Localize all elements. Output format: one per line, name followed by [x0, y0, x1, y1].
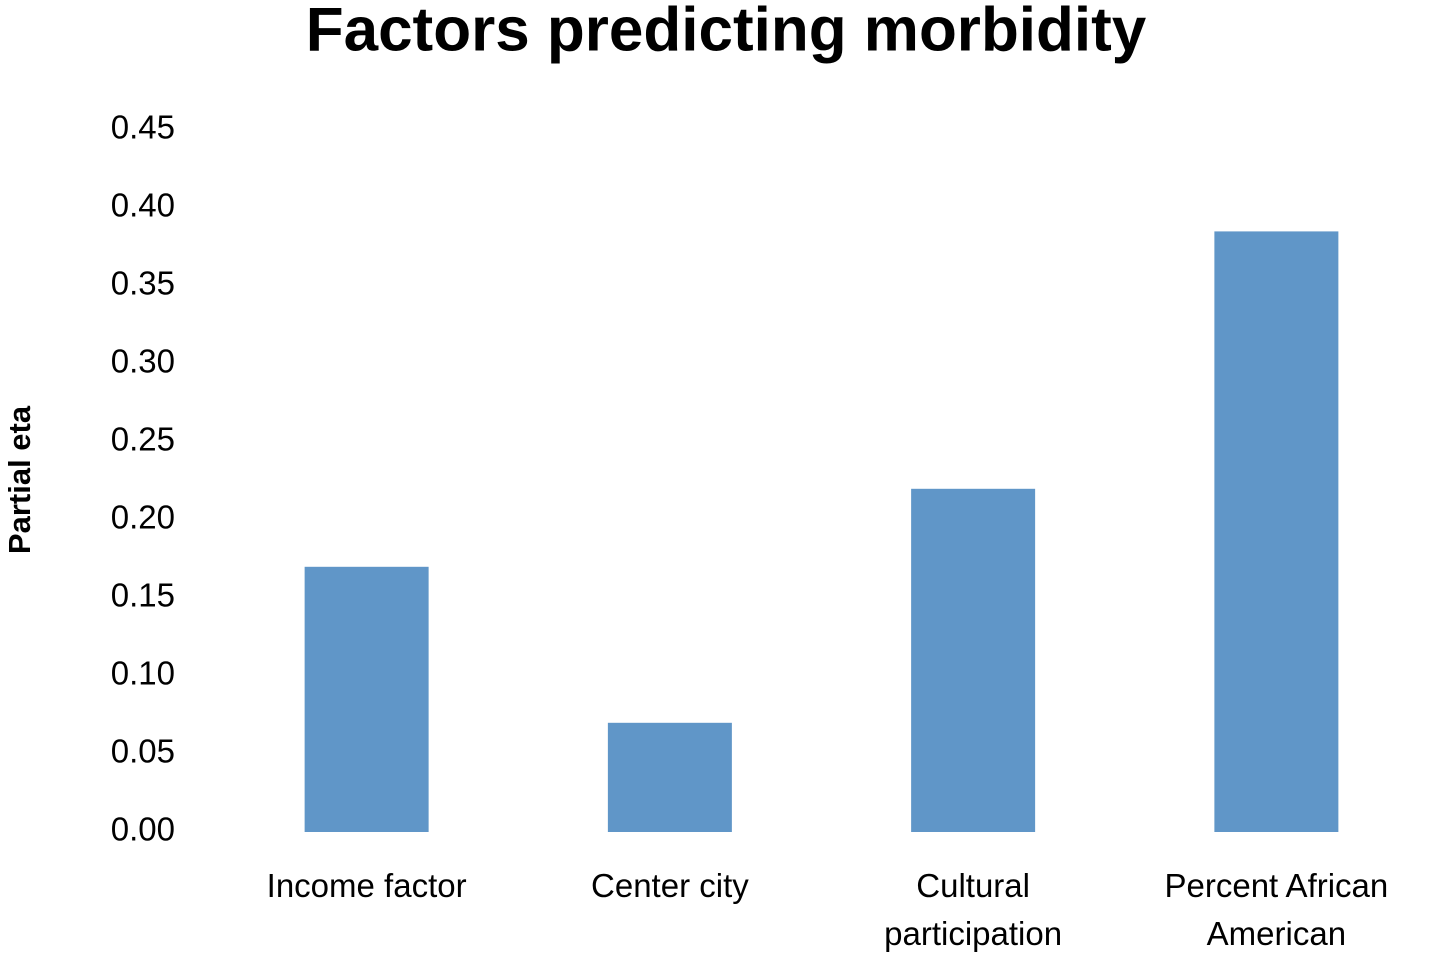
bar [1214, 231, 1339, 832]
y-tick-label: 0.20 [111, 499, 175, 536]
y-tick-label: 0.45 [111, 109, 175, 146]
y-tick-label: 0.25 [111, 421, 175, 458]
x-tick-label: Income factor [266, 867, 467, 904]
y-tick-label: 0.10 [111, 655, 175, 692]
y-tick-label: 0.05 [111, 733, 175, 770]
bar [304, 566, 429, 832]
y-tick-label: 0.00 [111, 811, 175, 848]
bar [911, 488, 1036, 832]
x-tick-label: Percent African American [1164, 867, 1389, 952]
y-tick-label: 0.15 [111, 577, 175, 614]
y-tick-label: 0.30 [111, 343, 175, 380]
y-axis-label: Partial eta [2, 405, 37, 554]
y-tick-label: 0.35 [111, 265, 175, 302]
x-tick-label: Cultural participation [884, 867, 1063, 952]
x-tick-label: Center city [591, 867, 749, 904]
bar [607, 722, 732, 832]
chart-title: Factors predicting morbidity [306, 0, 1147, 64]
y-tick-label: 0.40 [111, 187, 175, 224]
